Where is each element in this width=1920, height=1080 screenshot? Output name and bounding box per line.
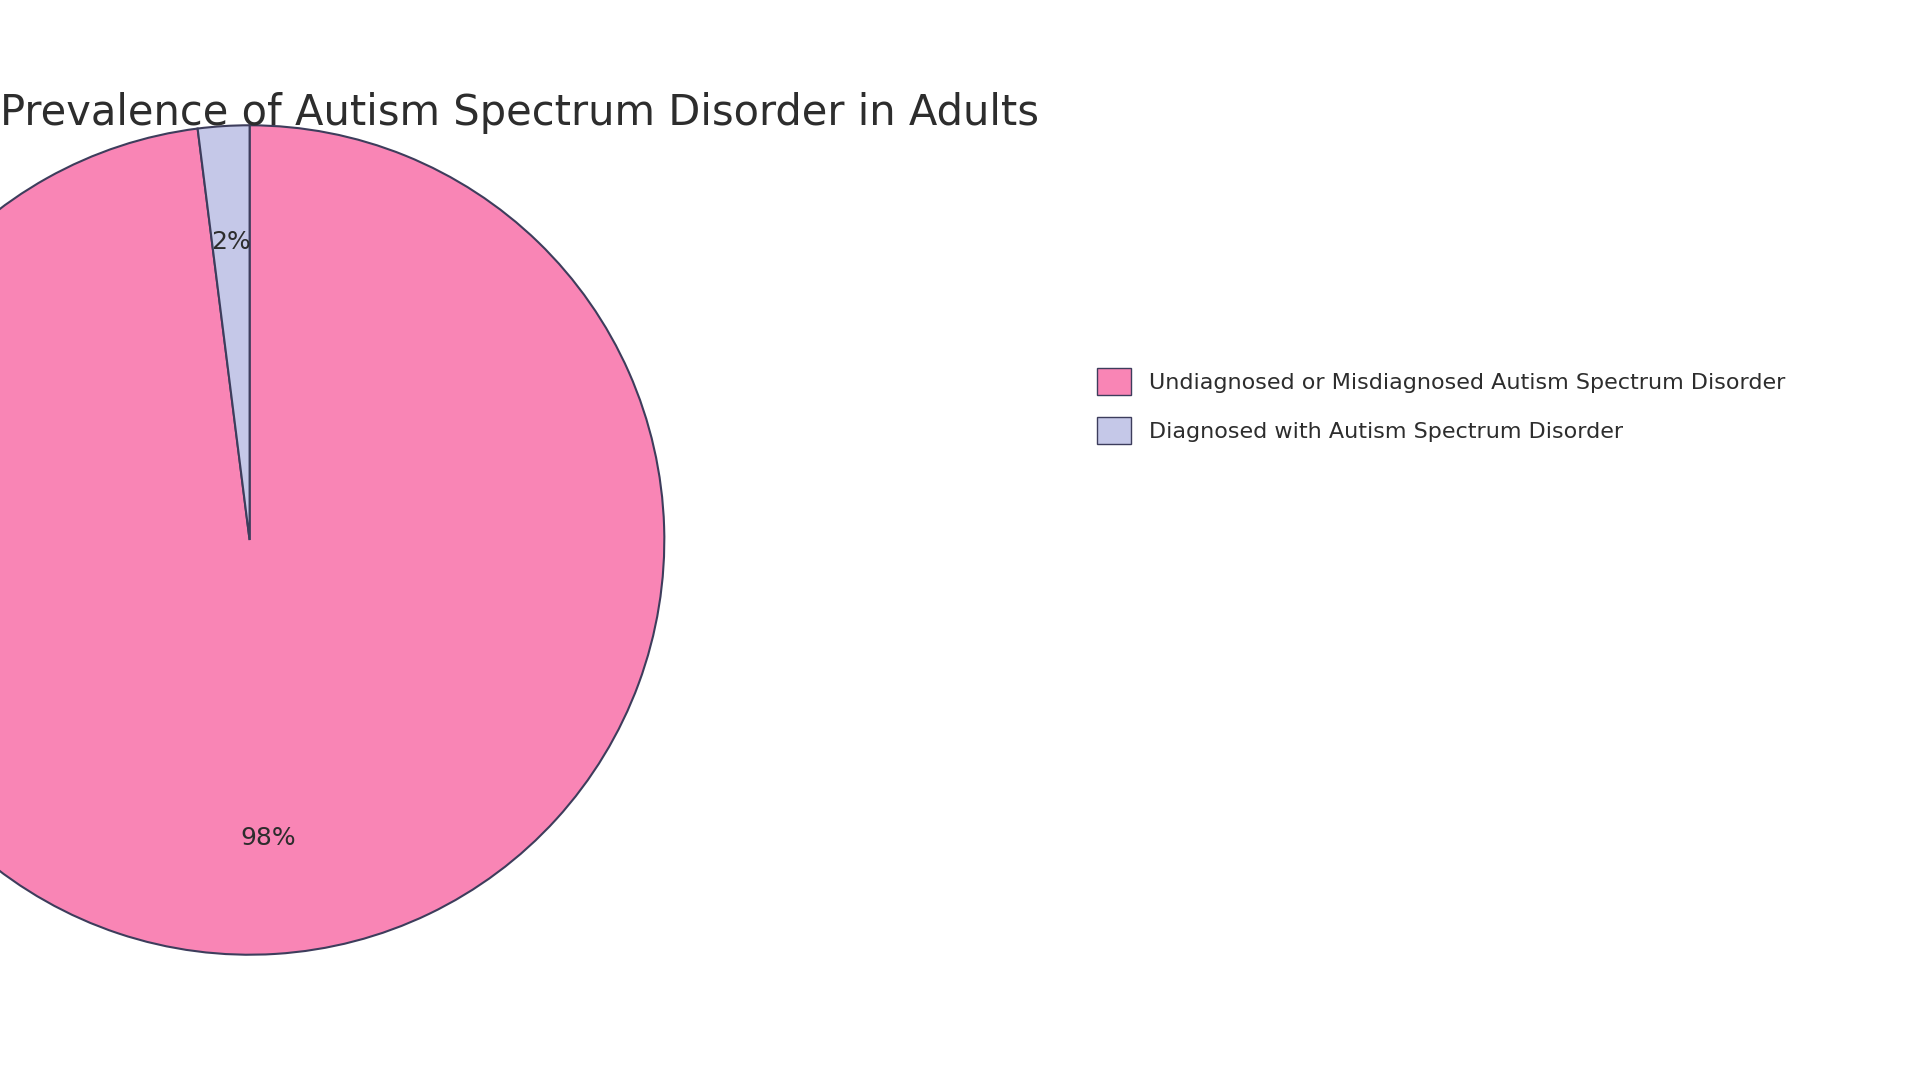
Legend: Undiagnosed or Misdiagnosed Autism Spectrum Disorder, Diagnosed with Autism Spec: Undiagnosed or Misdiagnosed Autism Spect… (1087, 356, 1795, 456)
Text: Prevalence of Autism Spectrum Disorder in Adults: Prevalence of Autism Spectrum Disorder i… (0, 92, 1039, 134)
Text: 98%: 98% (240, 826, 296, 850)
Text: 2%: 2% (211, 230, 252, 254)
Wedge shape (0, 125, 664, 955)
Wedge shape (198, 125, 250, 540)
